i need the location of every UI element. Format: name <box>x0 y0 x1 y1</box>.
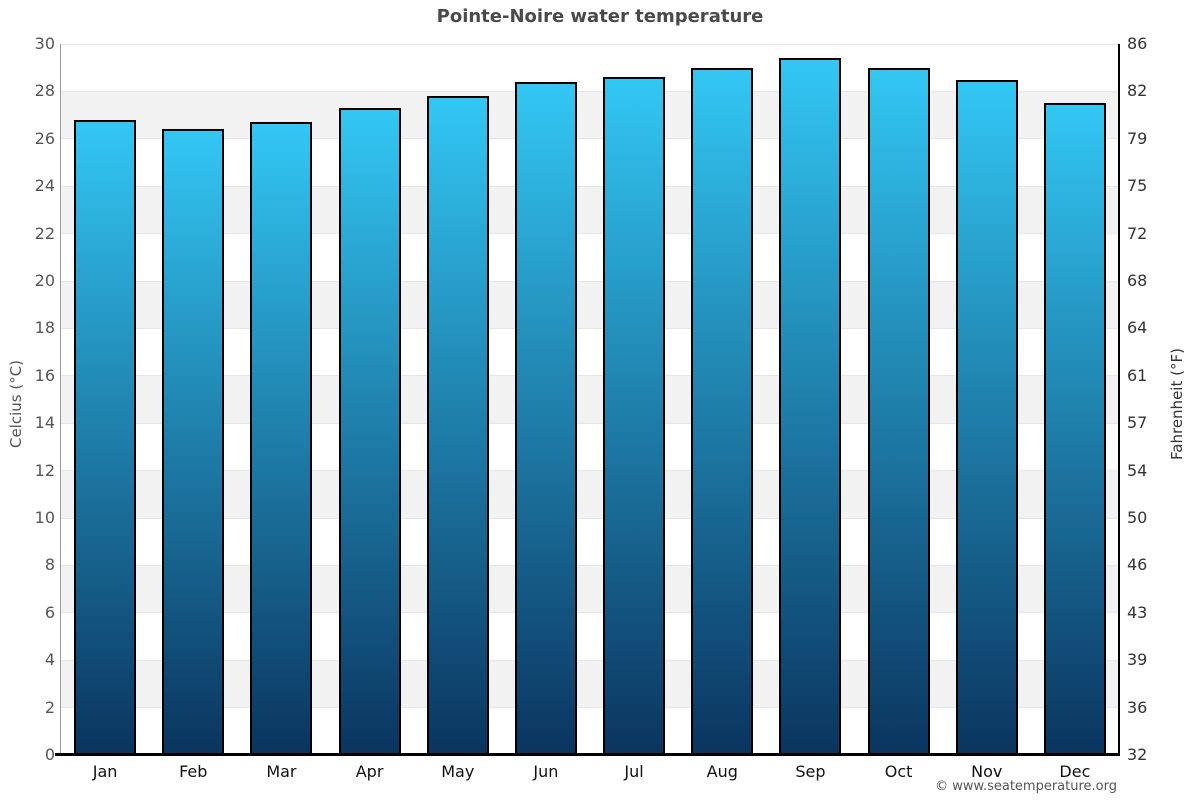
plot-band <box>61 281 1119 329</box>
bar-nov[interactable] <box>955 79 1018 755</box>
gridline <box>61 233 1119 235</box>
month-label-oct: Oct <box>884 762 913 781</box>
bar-feb[interactable] <box>162 129 225 755</box>
bar-mar[interactable] <box>250 122 313 755</box>
bar-jun[interactable] <box>514 81 577 755</box>
plot-band <box>61 518 1119 566</box>
plot-area <box>61 44 1119 755</box>
plot-band <box>61 423 1119 471</box>
celsius-tick-label: 24 <box>34 176 55 196</box>
month-label-sep: Sep <box>795 762 826 781</box>
fahrenheit-axis-ticks: 86 82 79 75 72 68 64 61 57 54 50 46 43 39 36 32 <box>1127 36 1187 763</box>
bar-jul[interactable] <box>603 77 666 755</box>
celsius-tick-label: 28 <box>34 81 55 101</box>
celsius-tick-label: 14 <box>34 413 55 433</box>
celsius-tick-label: 6 <box>44 602 55 622</box>
gridline <box>61 707 1119 709</box>
chart-title: Pointe-Noire water temperature <box>436 6 764 27</box>
plot-band <box>61 660 1119 708</box>
fahrenheit-tick-label: 43 <box>1127 602 1148 622</box>
right-axis-line <box>1118 44 1120 755</box>
month-label-dec: Dec <box>1059 762 1091 781</box>
gridline <box>61 327 1119 329</box>
bar-sep[interactable] <box>779 58 842 755</box>
month-label-jul: Jul <box>624 762 644 781</box>
bar-may[interactable] <box>426 96 489 755</box>
celsius-axis-ticks: 30 28 26 24 22 20 18 16 14 12 10 8 6 4 2 0 <box>0 36 55 763</box>
month-label-aug: Aug <box>706 762 738 781</box>
gridline <box>61 280 1119 282</box>
fahrenheit-tick-label: 57 <box>1127 413 1148 433</box>
plot-band <box>61 565 1119 613</box>
fahrenheit-tick-label: 36 <box>1127 697 1148 717</box>
celsius-tick-label: 8 <box>44 555 55 575</box>
month-label-feb: Feb <box>179 762 208 781</box>
month-label-may: May <box>441 762 475 781</box>
fahrenheit-tick-label: 82 <box>1127 81 1148 101</box>
bar-apr[interactable] <box>338 107 401 755</box>
fahrenheit-tick-label: 79 <box>1127 128 1148 148</box>
plot-band <box>61 328 1119 376</box>
celsius-tick-label: 20 <box>34 271 55 290</box>
gridline <box>61 90 1119 92</box>
plot-band <box>61 470 1119 518</box>
celsius-tick-label: 26 <box>34 128 55 148</box>
gridline <box>61 138 1119 140</box>
gridline <box>61 517 1119 519</box>
gridline <box>61 659 1119 661</box>
plot-band <box>61 375 1119 424</box>
fahrenheit-axis-title: Fahrenheit (°F) <box>1168 348 1186 460</box>
celsius-tick-label: 4 <box>44 650 55 670</box>
gridline <box>61 470 1119 472</box>
celsius-tick-label: 16 <box>34 365 55 385</box>
celsius-tick-label: 30 <box>34 34 55 53</box>
plot-band <box>61 707 1119 755</box>
gridline <box>61 185 1119 187</box>
gridline <box>61 44 1119 45</box>
celsius-tick-label: 0 <box>44 745 55 764</box>
fahrenheit-tick-label: 32 <box>1127 745 1148 764</box>
copyright-attribution: © www.seatemperature.org <box>935 779 1117 794</box>
celsius-tick-label: 10 <box>34 508 55 527</box>
gridline <box>61 564 1119 566</box>
gridline <box>61 375 1119 377</box>
bar-dec[interactable] <box>1043 103 1106 755</box>
fahrenheit-tick-label: 72 <box>1127 223 1148 243</box>
celsius-tick-label: 12 <box>34 460 55 480</box>
bar-aug[interactable] <box>691 67 754 755</box>
fahrenheit-tick-label: 86 <box>1127 34 1148 53</box>
bar-oct[interactable] <box>867 67 930 755</box>
fahrenheit-tick-label: 46 <box>1127 555 1148 575</box>
fahrenheit-tick-label: 50 <box>1127 508 1148 527</box>
plot-band <box>61 138 1119 187</box>
fahrenheit-tick-label: 68 <box>1127 271 1148 290</box>
fahrenheit-tick-label: 61 <box>1127 365 1148 385</box>
celsius-tick-label: 22 <box>34 223 55 243</box>
celsius-tick-label: 2 <box>44 697 55 717</box>
gridline <box>61 422 1119 424</box>
plot-band <box>61 186 1119 234</box>
plot-band <box>61 44 1119 92</box>
left-axis-line <box>60 44 61 755</box>
fahrenheit-tick-label: 39 <box>1127 650 1148 670</box>
month-label-apr: Apr <box>355 762 384 781</box>
celsius-axis-title: Celcius (°C) <box>7 359 25 449</box>
bar-jan[interactable] <box>74 119 137 755</box>
bottom-axis-line <box>55 753 1120 756</box>
fahrenheit-tick-label: 54 <box>1127 460 1148 480</box>
month-label-jan: Jan <box>92 762 118 781</box>
month-label-mar: Mar <box>266 762 297 781</box>
gridline <box>61 612 1119 614</box>
celsius-tick-label: 18 <box>34 318 55 338</box>
fahrenheit-tick-label: 64 <box>1127 318 1148 338</box>
plot-band <box>61 612 1119 661</box>
fahrenheit-tick-label: 75 <box>1127 176 1148 196</box>
month-label-nov: Nov <box>971 762 1003 781</box>
plot-band <box>61 91 1119 139</box>
plot-band <box>61 233 1119 281</box>
month-axis: Jan Feb Mar Apr May Jun Jul Aug Sep Oct Nov Dec <box>61 760 1119 784</box>
month-label-jun: Jun <box>533 762 559 781</box>
